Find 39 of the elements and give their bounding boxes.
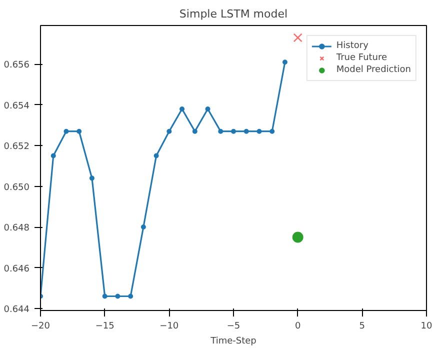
point <box>231 128 236 134</box>
point <box>292 232 304 243</box>
x-tick-label: −15 <box>95 322 114 332</box>
point <box>218 128 224 134</box>
point <box>256 128 262 134</box>
x-tick-label: −20 <box>31 322 50 332</box>
x-tick-label: 0 <box>294 322 301 332</box>
x-tick-label: 5 <box>359 322 366 332</box>
x-tick-label: −10 <box>160 322 179 332</box>
point <box>270 128 275 134</box>
y-tick-label: 0.644 <box>4 304 30 315</box>
point <box>128 294 134 299</box>
point <box>154 153 159 158</box>
chart-title: Simple LSTM model <box>179 8 288 20</box>
point <box>50 153 56 158</box>
point <box>192 128 198 134</box>
legend-label: True Future <box>336 52 388 64</box>
y-tick-label: 0.652 <box>4 142 30 152</box>
point <box>102 294 108 299</box>
x-tick-label: −5 <box>226 322 240 332</box>
point <box>140 224 146 230</box>
point <box>76 128 82 134</box>
point <box>205 106 210 112</box>
point <box>89 176 94 181</box>
x-axis-title: Time-Step <box>210 336 257 346</box>
y-tick-label: 0.654 <box>4 101 30 112</box>
y-tick-label: 0.646 <box>4 264 30 274</box>
point <box>180 106 185 112</box>
point <box>115 294 120 299</box>
point <box>244 128 249 134</box>
point <box>282 60 288 65</box>
y-tick-label: 0.648 <box>4 224 30 234</box>
y-tick-label: 0.650 <box>4 182 30 193</box>
point <box>64 128 69 134</box>
legend-label: History <box>336 40 368 52</box>
legend-label: Model Prediction <box>336 64 411 76</box>
x-tick-label: 10 <box>420 322 432 332</box>
point <box>166 128 172 134</box>
y-tick-label: 0.656 <box>4 60 30 71</box>
